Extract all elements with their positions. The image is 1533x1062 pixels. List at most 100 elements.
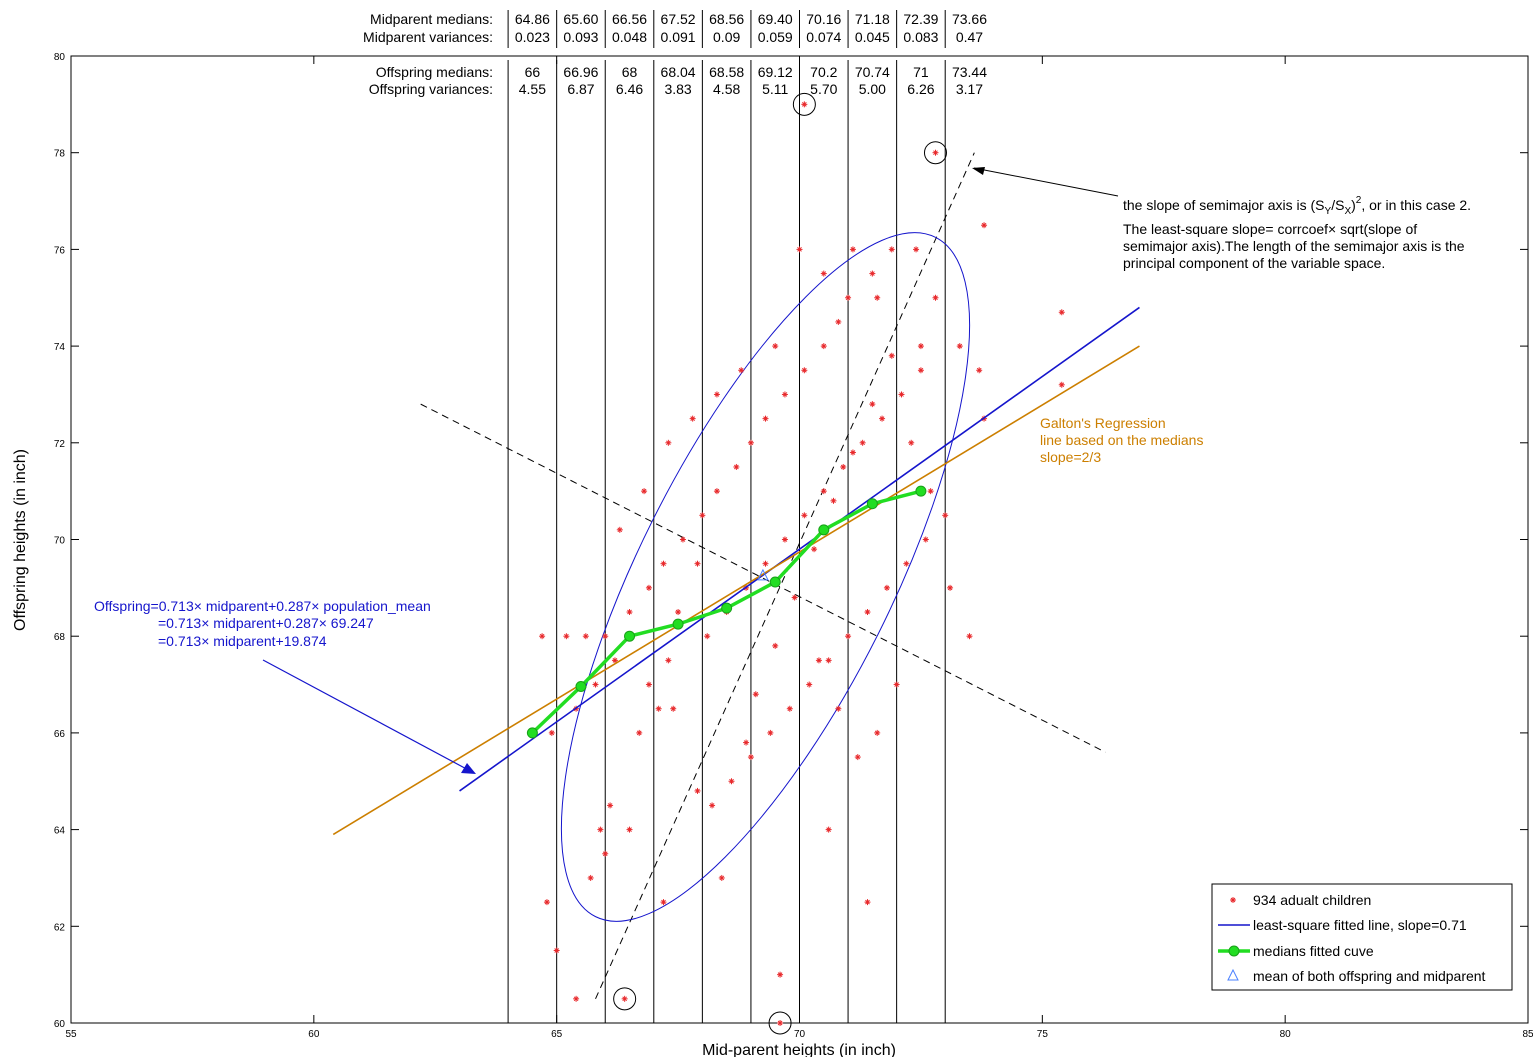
stats-cell: 68 xyxy=(622,64,638,80)
data-point-d2 xyxy=(636,730,642,736)
galton-annotation-line1: Galton's Regression xyxy=(1040,415,1166,431)
median-marker xyxy=(721,602,733,614)
stats-cell: 68.56 xyxy=(709,11,744,27)
data-point xyxy=(616,526,623,533)
data-point-d2 xyxy=(918,343,924,349)
data-point xyxy=(772,642,779,649)
data-point-d2 xyxy=(806,682,812,687)
data-point xyxy=(772,343,779,350)
data-point-d2 xyxy=(845,633,851,639)
data-point-d2 xyxy=(802,101,807,107)
data-point-d2 xyxy=(593,682,598,687)
data-point-d2 xyxy=(627,609,632,615)
data-point xyxy=(602,850,609,857)
slope-arrow xyxy=(973,167,1119,197)
stats-cell: 65.60 xyxy=(563,11,598,27)
data-point-d2 xyxy=(889,353,895,359)
y-tick-label: 70 xyxy=(54,536,66,547)
data-point-d2 xyxy=(942,512,948,518)
y-tick-label: 76 xyxy=(54,245,66,256)
legend-symbol-scatter-d2 xyxy=(1230,897,1236,903)
data-point xyxy=(888,246,895,253)
legend-label: 934 adualt children xyxy=(1253,892,1371,908)
data-point xyxy=(665,657,672,664)
data-point xyxy=(932,149,939,156)
data-point-d2 xyxy=(539,633,545,639)
fit-line xyxy=(332,345,1140,836)
data-point-d2 xyxy=(816,658,822,663)
stats-cell: 6.87 xyxy=(567,81,594,97)
data-point-d2 xyxy=(884,585,890,591)
minor-axis-line xyxy=(420,403,1106,753)
data-point xyxy=(611,657,618,664)
data-point xyxy=(869,401,876,408)
data-point-d2 xyxy=(719,875,725,881)
legend-label: mean of both offspring and midparent xyxy=(1253,968,1486,984)
data-point xyxy=(820,270,827,277)
data-point-d2 xyxy=(602,851,608,857)
data-point-d2 xyxy=(598,827,603,832)
data-point-d2 xyxy=(835,706,841,712)
data-point xyxy=(621,995,628,1002)
stats-table: Midparent medians: 64.86 65.60 66.56 67.52 68… xyxy=(363,10,987,97)
data-point-d2 xyxy=(1059,309,1065,315)
data-point xyxy=(626,826,633,833)
data-point-d2 xyxy=(695,561,700,567)
data-point-d2 xyxy=(641,488,647,494)
data-point xyxy=(636,729,643,736)
data-point xyxy=(689,415,696,422)
outlier-circle xyxy=(768,1011,792,1035)
legend-symbol-triangle xyxy=(1227,968,1239,981)
data-point xyxy=(835,705,842,712)
stats-cell: 0.048 xyxy=(612,29,647,45)
data-point xyxy=(738,367,745,374)
median-marker xyxy=(672,618,684,630)
data-point xyxy=(587,874,594,881)
mean-marker xyxy=(757,568,769,581)
slope-arrow-head xyxy=(972,167,985,175)
major-axis-line xyxy=(595,152,975,1000)
data-point xyxy=(845,633,852,640)
galton-annotation-line2: line based on the medians xyxy=(1040,432,1203,448)
y-tick-label: 80 xyxy=(54,52,66,63)
galton-annotation-line3: slope=2/3 xyxy=(1040,449,1101,465)
data-point xyxy=(694,560,701,567)
outlier-circle xyxy=(792,92,816,116)
data-point-d2 xyxy=(675,609,681,615)
y-axis-label: Offspring heights (in inch) xyxy=(12,449,29,631)
data-point xyxy=(820,488,827,495)
fit-line xyxy=(459,306,1140,792)
data-point-d2 xyxy=(894,682,899,687)
ls-annotation-line2: semimajor axis).The length of the semima… xyxy=(1123,238,1465,254)
data-point xyxy=(820,343,827,350)
data-point xyxy=(796,246,803,253)
data-point-d2 xyxy=(646,682,652,687)
data-point-d2 xyxy=(913,247,919,252)
data-point xyxy=(602,633,609,640)
data-point-d2 xyxy=(879,416,885,421)
data-point-d2 xyxy=(831,498,836,504)
data-point xyxy=(767,729,774,736)
fit-lines xyxy=(332,306,1140,836)
data-point-d2 xyxy=(933,295,938,301)
data-point-d2 xyxy=(899,392,904,397)
data-point xyxy=(849,449,856,456)
stats-cell: 3.17 xyxy=(956,81,983,97)
data-point xyxy=(869,270,876,277)
data-point xyxy=(874,729,881,736)
stats-cell: 70.74 xyxy=(855,64,890,80)
slope-annotation: the slope of semimajor axis is (SY/SX)2,… xyxy=(1123,195,1471,217)
x-tick-label: 60 xyxy=(308,1029,320,1040)
stats-cell: 0.093 xyxy=(563,29,598,45)
data-point xyxy=(981,222,988,229)
data-point-d2 xyxy=(554,948,560,953)
data-point-d2 xyxy=(928,488,933,494)
median-marker xyxy=(866,498,878,510)
y-tick-label: 64 xyxy=(54,826,66,837)
data-point xyxy=(898,391,905,398)
data-point xyxy=(874,294,881,301)
equation-arrow-head xyxy=(461,763,476,774)
data-point-d2 xyxy=(903,561,909,567)
bin-lines xyxy=(507,60,946,1023)
data-point xyxy=(694,787,701,794)
